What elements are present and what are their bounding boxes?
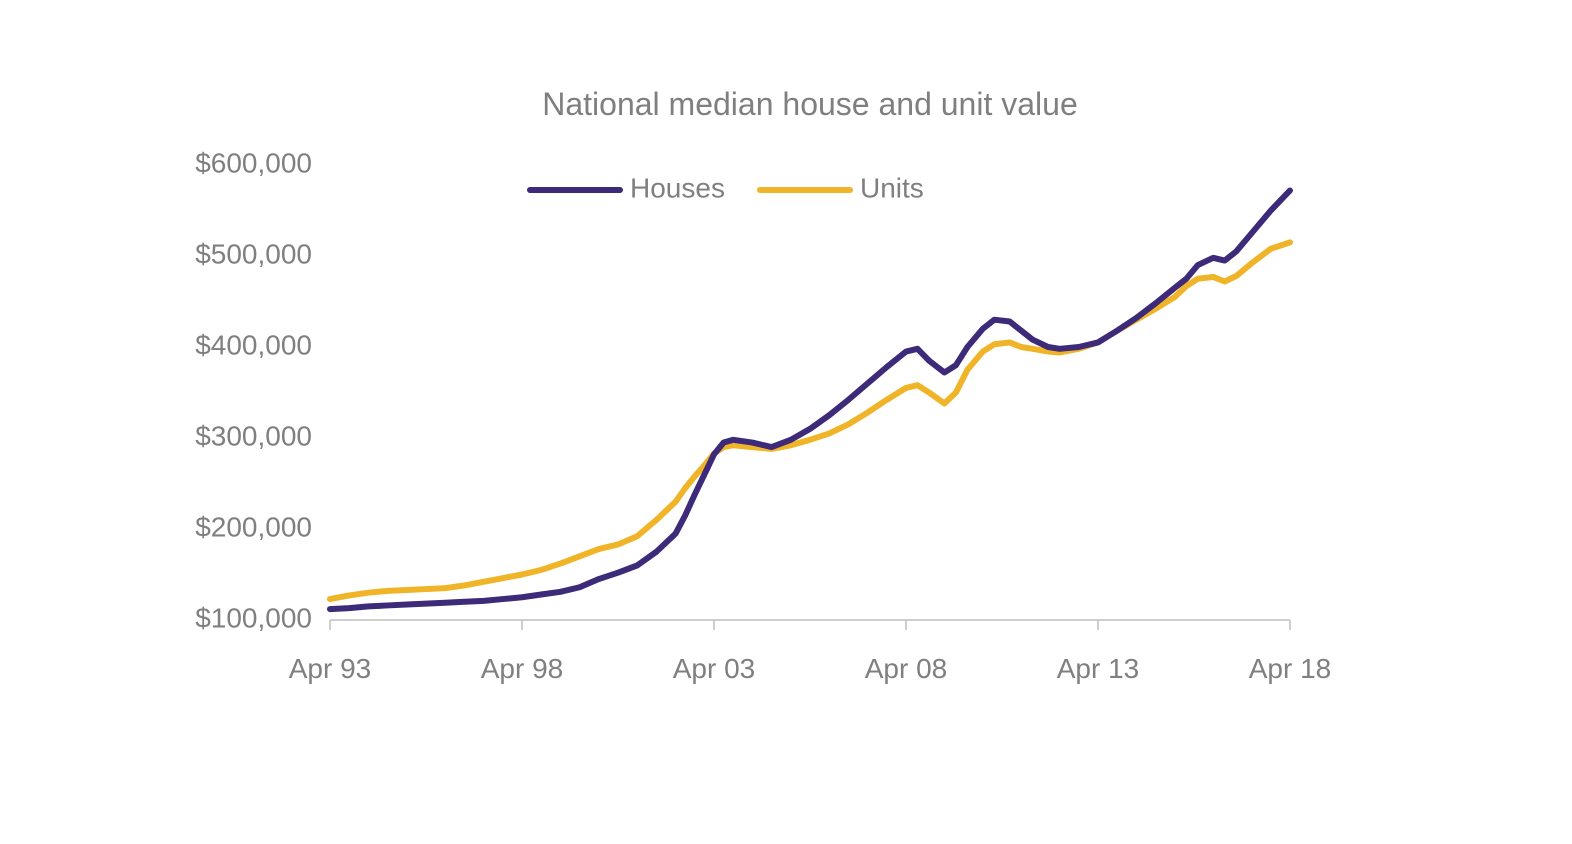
y-tick-label: $500,000 <box>195 238 312 269</box>
x-tick-label: Apr 18 <box>1249 653 1332 684</box>
chart-title: National median house and unit value <box>542 86 1077 122</box>
y-tick-label: $200,000 <box>195 511 312 542</box>
legend-label-houses: Houses <box>630 172 725 203</box>
chart-container: National median house and unit value $100… <box>0 0 1572 844</box>
y-tick-label: $600,000 <box>195 147 312 178</box>
x-tick-label: Apr 13 <box>1057 653 1140 684</box>
legend-label-units: Units <box>860 172 924 203</box>
y-tick-label: $400,000 <box>195 329 312 360</box>
y-tick-label: $300,000 <box>195 420 312 451</box>
line-chart: National median house and unit value $100… <box>0 0 1572 844</box>
x-tick-label: Apr 08 <box>865 653 948 684</box>
x-tick-label: Apr 03 <box>673 653 756 684</box>
x-tick-label: Apr 98 <box>481 653 564 684</box>
x-tick-label: Apr 93 <box>289 653 372 684</box>
y-tick-label: $100,000 <box>195 602 312 633</box>
